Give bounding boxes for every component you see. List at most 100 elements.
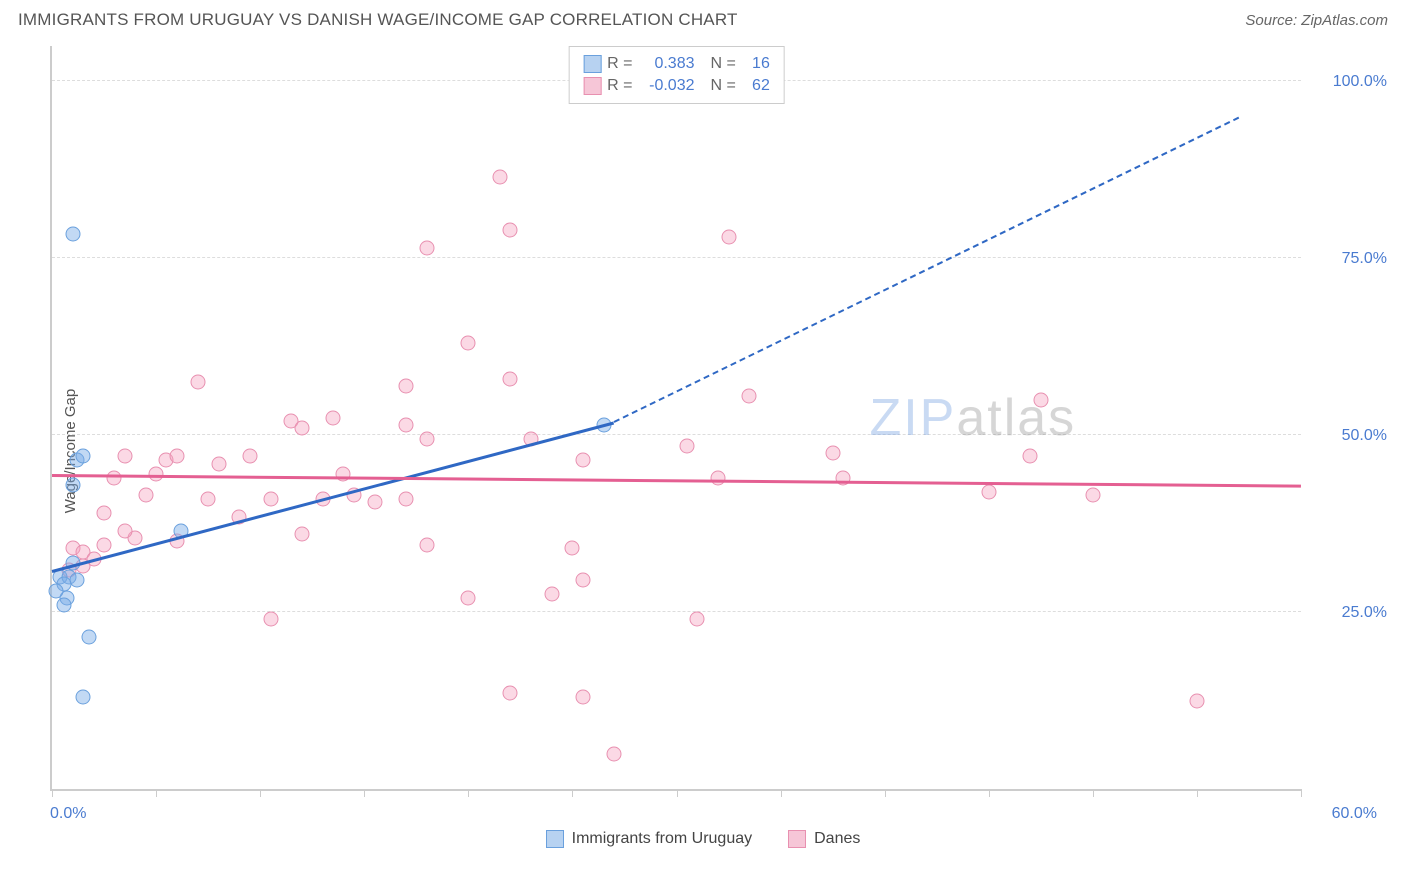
gridline (52, 257, 1301, 258)
scatter-point-danes (117, 523, 132, 538)
xtick-label: 0.0% (50, 805, 86, 823)
xtick-mark (364, 789, 365, 797)
n-label: N = (711, 75, 736, 97)
scatter-point-danes (419, 431, 434, 446)
scatter-point-danes (565, 541, 580, 556)
scatter-point-uruguay (49, 583, 64, 598)
ytick-label: 50.0% (1342, 427, 1387, 445)
trendline (52, 421, 615, 572)
legend-item-uruguay: Immigrants from Uruguay (546, 830, 753, 848)
scatter-point-danes (107, 470, 122, 485)
scatter-point-danes (117, 449, 132, 464)
scatter-point-danes (461, 590, 476, 605)
xtick-mark (989, 789, 990, 797)
swatch-uruguay-bottom (546, 830, 564, 848)
watermark-atlas: atlas (956, 389, 1076, 447)
trendline (52, 474, 1301, 488)
xtick-mark (1093, 789, 1094, 797)
source-name: ZipAtlas.com (1301, 12, 1388, 29)
scatter-point-danes (679, 438, 694, 453)
scatter-point-danes (544, 587, 559, 602)
scatter-point-danes (742, 389, 757, 404)
scatter-point-danes (1033, 392, 1048, 407)
scatter-point-uruguay (76, 690, 91, 705)
n-label: N = (711, 53, 736, 75)
xtick-mark (260, 789, 261, 797)
r-value-danes: -0.032 (639, 75, 695, 97)
scatter-point-uruguay (76, 449, 91, 464)
scatter-point-danes (825, 445, 840, 460)
ytick-label: 100.0% (1333, 73, 1387, 91)
scatter-point-uruguay (82, 629, 97, 644)
scatter-point-danes (575, 452, 590, 467)
scatter-point-danes (607, 746, 622, 761)
scatter-point-danes (367, 495, 382, 510)
scatter-point-danes (169, 449, 184, 464)
xtick-mark (572, 789, 573, 797)
xtick-label: 60.0% (1332, 805, 1377, 823)
ytick-label: 25.0% (1342, 604, 1387, 622)
scatter-point-danes (690, 612, 705, 627)
swatch-danes (583, 77, 601, 95)
gridline (52, 434, 1301, 435)
scatter-point-danes (97, 537, 112, 552)
plot-area: R = 0.383 N = 16 R = -0.032 N = 62 ZIPat… (50, 46, 1301, 791)
source-attribution: Source: ZipAtlas.com (1245, 12, 1388, 29)
swatch-uruguay (583, 55, 601, 73)
r-label: R = (607, 53, 632, 75)
ytick-label: 75.0% (1342, 250, 1387, 268)
scatter-point-danes (502, 686, 517, 701)
scatter-point-danes (1023, 449, 1038, 464)
scatter-point-danes (461, 336, 476, 351)
legend-row-danes: R = -0.032 N = 62 (583, 75, 770, 97)
scatter-point-uruguay (57, 598, 72, 613)
chart-title: IMMIGRANTS FROM URUGUAY VS DANISH WAGE/I… (18, 10, 738, 30)
scatter-point-danes (575, 690, 590, 705)
scatter-point-danes (502, 371, 517, 386)
scatter-point-danes (263, 491, 278, 506)
scatter-point-danes (294, 421, 309, 436)
scatter-point-uruguay (65, 226, 80, 241)
scatter-point-danes (294, 527, 309, 542)
swatch-danes-bottom (788, 830, 806, 848)
scatter-point-danes (398, 491, 413, 506)
scatter-point-danes (492, 169, 507, 184)
scatter-point-danes (721, 230, 736, 245)
chart-container: Wage/Income Gap R = 0.383 N = 16 R = -0.… (0, 36, 1406, 866)
scatter-point-danes (1085, 488, 1100, 503)
r-label: R = (607, 75, 632, 97)
xtick-mark (156, 789, 157, 797)
scatter-point-danes (242, 449, 257, 464)
scatter-point-danes (419, 537, 434, 552)
legend-row-uruguay: R = 0.383 N = 16 (583, 53, 770, 75)
scatter-point-danes (575, 573, 590, 588)
scatter-point-danes (398, 417, 413, 432)
series-legend: Immigrants from Uruguay Danes (0, 830, 1406, 848)
scatter-point-danes (211, 456, 226, 471)
scatter-point-danes (502, 222, 517, 237)
xtick-mark (468, 789, 469, 797)
xtick-mark (52, 789, 53, 797)
scatter-point-danes (326, 410, 341, 425)
scatter-point-danes (398, 378, 413, 393)
scatter-point-danes (201, 491, 216, 506)
scatter-point-danes (138, 488, 153, 503)
n-value-uruguay: 16 (742, 53, 770, 75)
scatter-point-danes (1189, 693, 1204, 708)
legend-label-uruguay: Immigrants from Uruguay (572, 830, 753, 848)
watermark-zip: ZIP (869, 389, 956, 447)
scatter-point-danes (190, 375, 205, 390)
scatter-point-danes (419, 240, 434, 255)
source-prefix: Source: (1245, 12, 1301, 29)
gridline (52, 611, 1301, 612)
xtick-mark (885, 789, 886, 797)
n-value-danes: 62 (742, 75, 770, 97)
legend-item-danes: Danes (788, 830, 860, 848)
xtick-mark (1301, 789, 1302, 797)
trendline-extrapolated (614, 117, 1239, 423)
xtick-mark (781, 789, 782, 797)
r-value-uruguay: 0.383 (639, 53, 695, 75)
scatter-point-danes (711, 470, 726, 485)
scatter-point-danes (263, 612, 278, 627)
correlation-legend: R = 0.383 N = 16 R = -0.032 N = 62 (568, 46, 785, 104)
